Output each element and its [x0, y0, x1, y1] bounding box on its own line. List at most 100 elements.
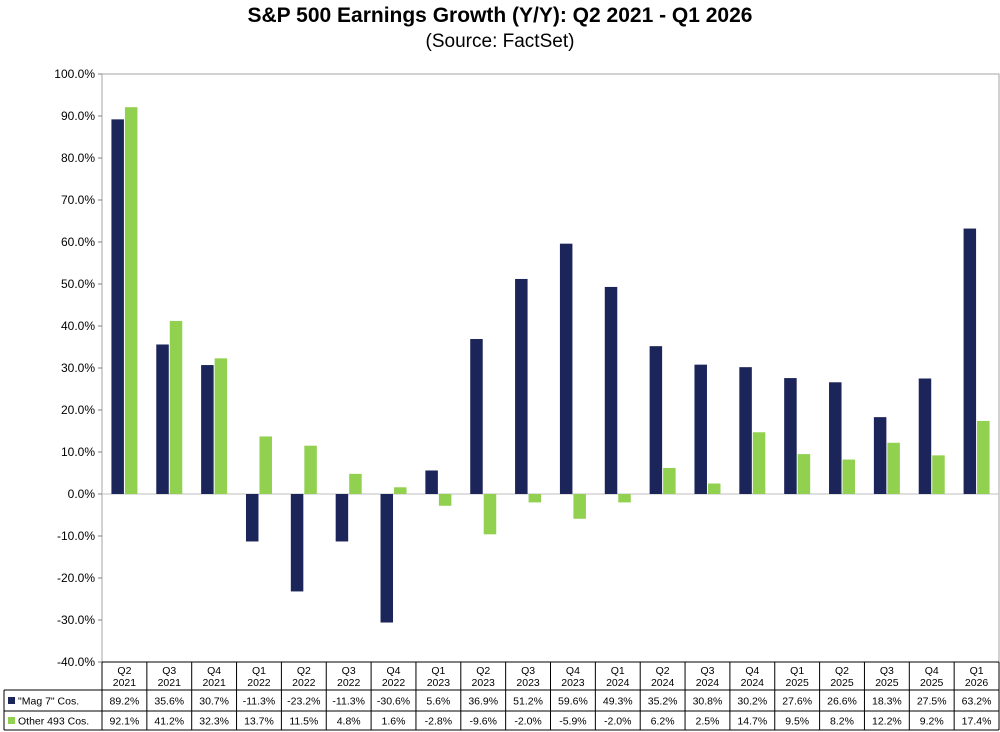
plot-frame	[101, 73, 1000, 663]
category-label: 2023	[472, 677, 496, 689]
category-label: 2022	[292, 677, 316, 689]
bar-other493	[124, 107, 138, 495]
category-label: 2025	[875, 677, 899, 689]
category-label: Q3	[700, 665, 714, 677]
legend-label-mag7: "Mag 7" Cos.	[18, 696, 79, 708]
data-label: 59.6%	[558, 696, 588, 708]
bar-other493	[169, 320, 183, 494]
bar-mag7	[201, 365, 214, 494]
bar-mag7	[335, 494, 349, 542]
category-label: 2023	[561, 677, 585, 689]
category-label: Q2	[835, 665, 849, 677]
data-label: 9.2%	[920, 716, 944, 728]
data-label: 1.6%	[382, 716, 406, 728]
bar-other493	[752, 432, 766, 494]
bar-other493	[887, 442, 900, 494]
category-label: Q1	[970, 665, 984, 677]
category-label: Q2	[297, 665, 311, 677]
category-label: 2023	[516, 677, 540, 689]
category-label: 2021	[113, 677, 137, 689]
data-label: -11.3%	[243, 696, 276, 708]
category-label: Q2	[656, 665, 670, 677]
category-label: Q3	[521, 665, 535, 677]
y-tick-label: 40.0%	[61, 319, 95, 333]
y-tick-label: -20.0%	[57, 571, 95, 585]
category-label: Q2	[476, 665, 490, 677]
bar-mag7	[245, 494, 259, 542]
y-tick-label: 50.0%	[61, 277, 95, 291]
category-label: 2022	[382, 677, 406, 689]
data-label: 30.7%	[199, 696, 229, 708]
category-label: Q1	[252, 665, 266, 677]
data-label: -23.2%	[287, 696, 320, 708]
y-tick-label: -10.0%	[57, 529, 95, 543]
category-label: 2024	[651, 677, 675, 689]
category-label: 2026	[965, 677, 989, 689]
data-label: -5.9%	[559, 716, 586, 728]
bar-mag7	[649, 346, 663, 494]
data-label: 92.1%	[110, 716, 140, 728]
bar-other493	[483, 494, 497, 535]
category-label: 2023	[427, 677, 451, 689]
data-label: 5.6%	[426, 696, 450, 708]
y-tick-label: 70.0%	[61, 193, 95, 207]
y-tick-label: 0.0%	[68, 487, 96, 501]
category-label: 2024	[696, 677, 720, 689]
bar-other493	[214, 358, 228, 494]
data-label: 32.3%	[199, 716, 229, 728]
data-label: 36.9%	[468, 696, 498, 708]
bar-mag7	[425, 470, 438, 494]
data-label: 30.8%	[693, 696, 723, 708]
category-label: 2025	[920, 677, 944, 689]
bar-other493	[349, 473, 362, 494]
data-table: Q22021Q32021Q42021Q12022Q22022Q32022Q420…	[3, 661, 1000, 731]
data-label: 13.7%	[244, 716, 274, 728]
bar-other493	[528, 494, 542, 503]
data-label: 51.2%	[513, 696, 543, 708]
data-label: -2.8%	[425, 716, 452, 728]
data-label: 8.2%	[830, 716, 854, 728]
bar-mag7	[829, 382, 842, 494]
data-label: 49.3%	[603, 696, 633, 708]
y-tick-label: 20.0%	[61, 403, 95, 417]
data-label: -30.6%	[377, 696, 410, 708]
bar-mag7	[515, 278, 528, 494]
category-label: Q4	[387, 665, 401, 677]
bar-mag7	[918, 378, 932, 494]
y-tick-label: 80.0%	[61, 151, 95, 165]
bar-mag7	[111, 119, 124, 495]
bar-mag7	[873, 417, 887, 494]
data-label: 2.5%	[696, 716, 720, 728]
data-label: -2.0%	[604, 716, 631, 728]
bar-mag7	[559, 243, 573, 494]
chart-subtitle: (Source: FactSet)	[425, 31, 575, 52]
data-label: 14.7%	[737, 716, 767, 728]
bar-other493	[977, 420, 990, 494]
category-label: Q3	[162, 665, 176, 677]
data-label: 41.2%	[154, 716, 184, 728]
category-label: Q4	[745, 665, 759, 677]
category-label: 2021	[202, 677, 226, 689]
category-label: Q1	[611, 665, 625, 677]
bar-other493	[797, 454, 811, 494]
data-label: 30.2%	[737, 696, 767, 708]
legend-swatch-mag7	[8, 697, 15, 704]
bar-mag7	[290, 494, 304, 592]
chart-title: S&P 500 Earnings Growth (Y/Y): Q2 2021 -…	[247, 4, 753, 27]
y-tick-label: -30.0%	[57, 613, 95, 627]
data-label: -9.6%	[470, 716, 497, 728]
bar-mag7	[739, 367, 752, 494]
data-label: 4.8%	[337, 716, 361, 728]
category-label: 2025	[830, 677, 854, 689]
y-tick-label: 90.0%	[61, 109, 95, 123]
y-tick-label: 30.0%	[61, 361, 95, 375]
bar-mag7	[694, 364, 707, 494]
legend-swatch-other493	[8, 717, 15, 724]
data-label: 6.2%	[651, 716, 675, 728]
y-tick-label: -40.0%	[57, 655, 95, 669]
data-label: 17.4%	[962, 716, 992, 728]
bar-other493	[842, 459, 856, 494]
bar-other493	[618, 494, 631, 503]
bar-other493	[438, 494, 452, 506]
